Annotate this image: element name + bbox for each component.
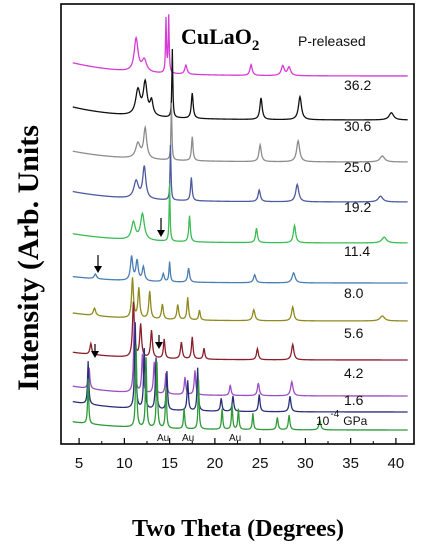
y-axis-title: Intensity (Arb. Units	[12, 125, 45, 391]
series-line-8-0	[72, 277, 408, 322]
x-tick-label-25: 25	[252, 455, 269, 472]
series-line-1-6	[72, 322, 408, 413]
series-line-p-released	[72, 14, 408, 77]
pressure-label-1-6: 1.6	[344, 392, 364, 408]
pressure-label-25-0: 25.0	[344, 159, 371, 175]
pressure-label-36-2: 36.2	[344, 77, 371, 93]
x-tick-label-30: 30	[297, 455, 314, 472]
bottom-pressure-label: 10-4 GPa	[316, 409, 368, 428]
pressure-label-19-2: 19.2	[344, 199, 371, 215]
series-line-30-6	[72, 102, 408, 163]
series-line-4-2	[72, 322, 408, 397]
arrow-marker-4	[155, 335, 163, 349]
series-line-36-2	[72, 48, 408, 121]
pressure-label-p-released: P-released	[298, 33, 366, 49]
series-layer	[72, 14, 408, 431]
pressure-label-5-6: 5.6	[344, 325, 364, 341]
x-tick-label-40: 40	[388, 455, 405, 472]
au-label-3: Au	[229, 433, 241, 444]
series-line-11-4	[72, 255, 408, 284]
series-line-19-2	[72, 183, 408, 244]
arrow-marker-1	[94, 255, 102, 273]
x-tick-label-35: 35	[342, 455, 359, 472]
chart-title-subscript: 2	[252, 38, 260, 54]
au-label-1: Au	[157, 433, 169, 444]
chart-title-main: CuLaO	[181, 24, 252, 49]
chart-title: CuLaO2	[181, 24, 259, 54]
x-ticks: 5 10 15 20 25 30 35 40	[75, 438, 404, 472]
series-line-5-6	[72, 301, 408, 361]
arrow-marker-2	[157, 218, 165, 237]
pressure-labels: P-released 36.2 30.6 25.0 19.2 11.4 8.0 5.6 4.2 1…	[298, 33, 371, 408]
x-tick-label-15: 15	[161, 455, 178, 472]
arrow-marker-3	[91, 344, 99, 358]
pressure-label-11-4: 11.4	[344, 243, 370, 259]
series-line-25-0	[72, 144, 408, 203]
pressure-label-4-2: 4.2	[344, 365, 364, 381]
au-label-2: Au	[182, 433, 194, 444]
bottom-pressure-exp: -4	[330, 409, 339, 420]
bottom-pressure-base: 10	[316, 414, 330, 428]
x-tick-label-5: 5	[75, 455, 83, 472]
series-line-0-7	[72, 344, 408, 431]
pressure-label-30-6: 30.6	[344, 118, 371, 134]
pressure-label-8-0: 8.0	[344, 285, 364, 301]
x-tick-label-10: 10	[116, 455, 133, 472]
x-tick-label-20: 20	[207, 455, 224, 472]
x-axis-title: Two Theta (Degrees)	[132, 516, 344, 542]
bottom-pressure-unit: GPa	[343, 414, 367, 428]
